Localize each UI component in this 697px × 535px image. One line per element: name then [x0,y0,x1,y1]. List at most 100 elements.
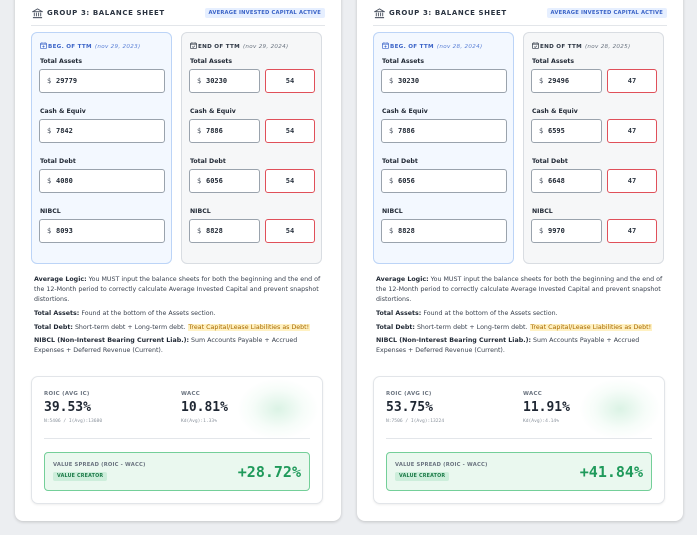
beg-total-assets-input[interactable]: $29779 [39,69,165,93]
beg-ttm-column: BEG. OF TTM (nov 29, 2023) Total Assets $… [31,32,172,264]
beg-ttm-header: BEG. OF TTM (nov 28, 2024) [382,42,482,50]
beg-ttm-date: (nov 28, 2024) [436,44,483,50]
currency-symbol: $ [197,227,202,235]
end-cash-input[interactable]: $7886 [189,119,260,143]
end-total-debt-days-input[interactable]: 54 [265,169,315,193]
note-text: Sum Accounts Payable + Accrued Expenses … [34,337,298,355]
end-total-assets-input[interactable]: $29496 [531,69,602,93]
beg-total-assets-input[interactable]: $30230 [381,69,507,93]
currency-symbol: $ [389,77,394,85]
note-label: Total Assets: [376,309,422,317]
currency-symbol: $ [197,77,202,85]
note-average-logic: Average Logic: You MUST input the balanc… [376,275,666,305]
note-text: Short-term debt + Long-term debt. [414,323,528,331]
status-badge: AVERAGE INVESTED CAPITAL ACTIVE [204,8,325,18]
roic-value: 53.75% [386,400,433,415]
end-total-debt-days-input[interactable]: 47 [607,169,657,193]
beg-total-debt-input[interactable]: $6056 [381,169,507,193]
end-total-assets-days-input[interactable]: 47 [607,69,657,93]
currency-symbol: $ [47,77,52,85]
calendar-check-icon [190,42,197,49]
end-ttm-date: (nov 28, 2025) [584,44,631,50]
beg-cash-input[interactable]: $7886 [381,119,507,143]
end-total-debt-input[interactable]: $6648 [531,169,602,193]
roic-detail: N:5406 / I(Avg):13680 [44,419,103,424]
field-label: Total Debt [190,158,226,165]
beg-ttm-label: BEG. OF TTM [390,44,434,50]
help-notes: Average Logic: You MUST input the balanc… [376,275,666,360]
value-spread-value: +41.84% [579,463,643,481]
field-label: NIBCL [40,208,61,215]
end-cash-days-input[interactable]: 47 [607,119,657,143]
value-creator-badge: VALUE CREATOR [53,472,108,481]
beg-nibcl-input[interactable]: $8828 [381,219,507,243]
end-ttm-date: (nov 29, 2024) [242,44,289,50]
value-spread-box: VALUE SPREAD (ROIC - WACC) VALUE CREATOR… [386,452,652,491]
value-creator-badge: VALUE CREATOR [395,472,450,481]
note-nibcl: NIBCL (Non-Interest Bearing Current Liab… [34,336,324,356]
beg-ttm-column: BEG. OF TTM (nov 28, 2024) Total Assets $… [373,32,514,264]
end-nibcl-input[interactable]: $8828 [189,219,260,243]
note-nibcl: NIBCL (Non-Interest Bearing Current Liab… [376,336,666,356]
section-title: GROUP 3: BALANCE SHEET [47,9,165,17]
end-nibcl-days-input[interactable]: 54 [265,219,315,243]
metrics-panel: ROIC (AVG IC) 39.53% N:5406 / I(Avg):136… [31,376,323,504]
end-cash-input[interactable]: $6595 [531,119,602,143]
input-value: 4080 [56,177,73,185]
divider [44,438,310,439]
metrics-panel: ROIC (AVG IC) 53.75% N:7506 / I(Avg):132… [373,376,665,504]
currency-symbol: $ [197,127,202,135]
input-value: 6056 [398,177,415,185]
beg-total-debt-input[interactable]: $4080 [39,169,165,193]
wacc-detail: Kd(Avg):4.14% [523,419,559,424]
input-value: 6648 [548,177,565,185]
field-label: NIBCL [532,208,553,215]
end-ttm-column: END OF TTM (nov 28, 2025) Total Assets $2… [523,32,664,264]
input-value: 6595 [548,127,565,135]
beg-nibcl-input[interactable]: $8093 [39,219,165,243]
input-value: 8093 [56,227,73,235]
wacc-detail: Kd(Avg):1.33% [181,419,217,424]
end-total-assets-days-input[interactable]: 54 [265,69,315,93]
section-header: GROUP 3: BALANCE SHEET AVERAGE INVESTED … [31,6,325,26]
input-value: 7842 [56,127,73,135]
end-cash-days-input[interactable]: 54 [265,119,315,143]
beg-cash-input[interactable]: $7842 [39,119,165,143]
balance-sheet-card-2: GROUP 3: BALANCE SHEET AVERAGE INVESTED … [357,0,683,521]
note-label: Total Debt: [376,323,415,331]
end-ttm-column: END OF TTM (nov 29, 2024) Total Assets $3… [181,32,322,264]
note-total-assets: Total Assets: Found at the bottom of the… [34,309,324,319]
beg-ttm-header: BEG. OF TTM (nov 29, 2023) [40,42,140,50]
field-label: Cash & Equiv [532,108,578,115]
input-value: 7886 [398,127,415,135]
input-value: 6056 [206,177,223,185]
bank-icon [374,8,385,19]
roic-value: 39.53% [44,400,91,415]
currency-symbol: $ [539,127,544,135]
note-total-debt: Total Debt: Short-term debt + Long-term … [376,323,666,333]
field-label: Total Assets [382,58,425,65]
currency-symbol: $ [539,227,544,235]
field-label: Total Debt [40,158,76,165]
divider [386,438,652,439]
field-label: Total Assets [40,58,83,65]
field-label: NIBCL [190,208,211,215]
end-total-debt-input[interactable]: $6056 [189,169,260,193]
field-label: Cash & Equiv [190,108,236,115]
currency-symbol: $ [539,77,544,85]
value-spread-label: VALUE SPREAD (ROIC - WACC) [53,462,146,468]
value-spread-label: VALUE SPREAD (ROIC - WACC) [395,462,488,468]
debt-highlight: Treat Capital/Lease Liabilities as Debt! [529,323,653,331]
note-label: NIBCL (Non-Interest Bearing Current Liab… [34,337,189,345]
note-total-assets: Total Assets: Found at the bottom of the… [376,309,666,319]
field-label: Total Assets [190,58,233,65]
status-badge: AVERAGE INVESTED CAPITAL ACTIVE [546,8,667,18]
currency-symbol: $ [47,127,52,135]
end-total-assets-input[interactable]: $30230 [189,69,260,93]
calendar-plus-icon [40,42,47,49]
calendar-check-icon [532,42,539,49]
currency-symbol: $ [389,127,394,135]
end-nibcl-days-input[interactable]: 47 [607,219,657,243]
note-label: Total Assets: [34,309,80,317]
end-nibcl-input[interactable]: $9970 [531,219,602,243]
